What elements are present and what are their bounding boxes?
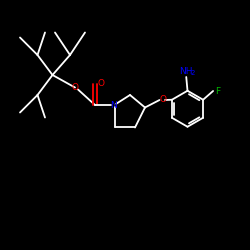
Text: O: O <box>98 79 105 88</box>
Text: NH: NH <box>179 67 192 76</box>
Text: F: F <box>216 86 221 96</box>
Text: O: O <box>72 83 78 92</box>
Text: O: O <box>159 96 166 104</box>
Text: 2: 2 <box>190 70 195 76</box>
Text: N: N <box>110 100 117 110</box>
